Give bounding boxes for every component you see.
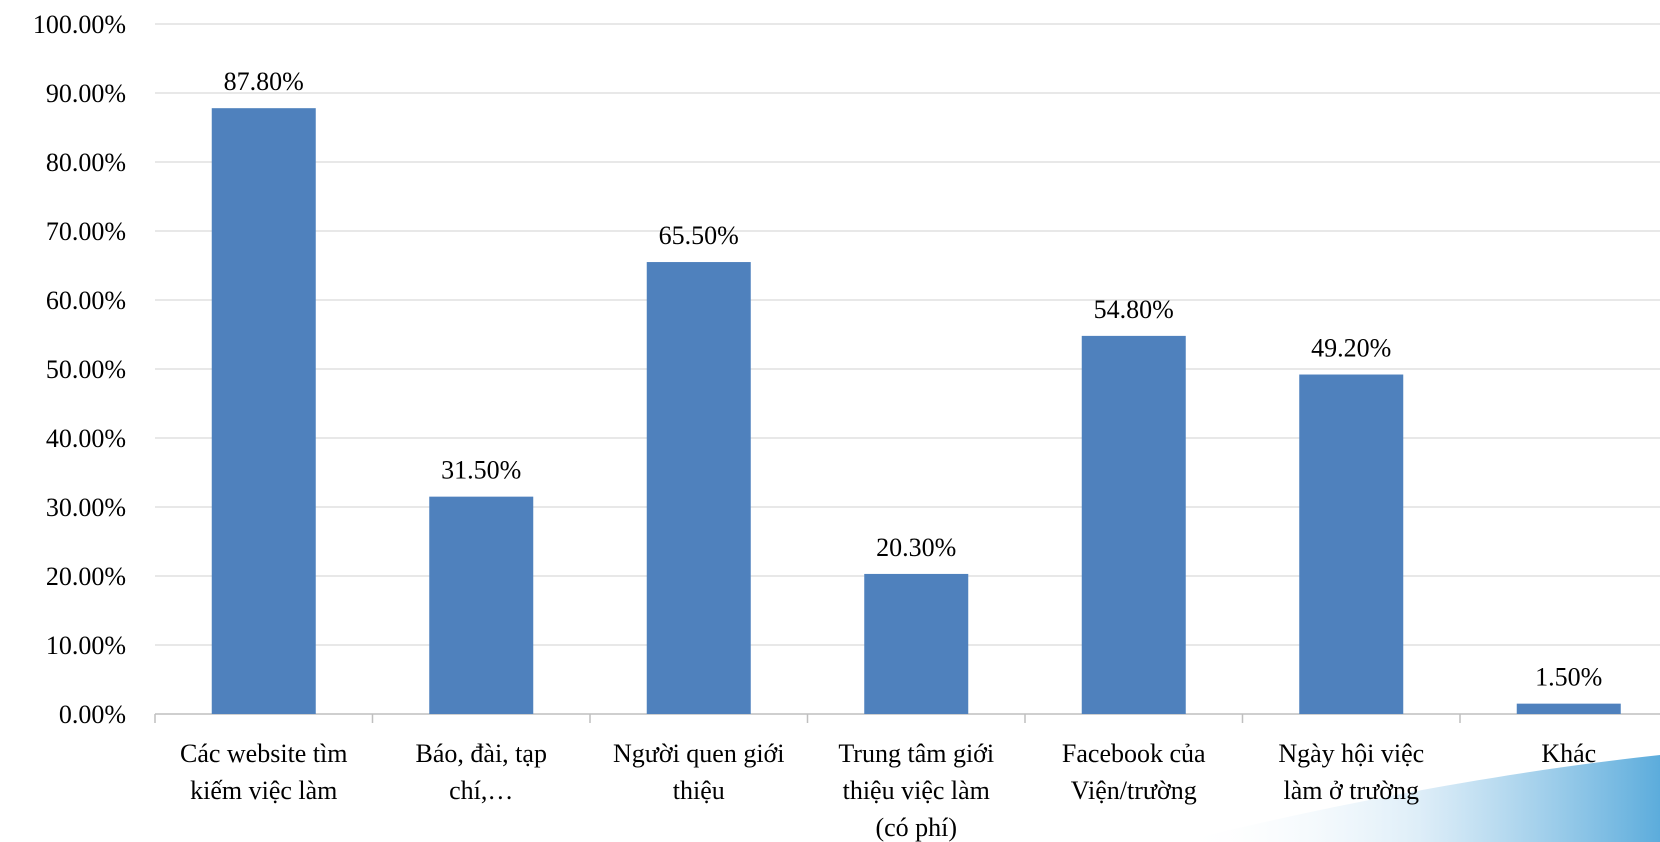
y-tick-label: 0.00% (59, 700, 126, 729)
bar (429, 496, 534, 714)
y-tick-label: 90.00% (46, 79, 126, 108)
bar (211, 108, 316, 715)
x-category-label: Người quen giới thiệu (613, 739, 785, 805)
bar (1516, 703, 1621, 714)
y-tick-label: 100.00% (33, 10, 126, 39)
data-label: 65.50% (659, 221, 739, 250)
x-category-label: Trung tâm giới thiệu việc làm (có phí) (838, 739, 994, 842)
data-label: 87.80% (224, 67, 304, 96)
x-category-label: Các website tìm kiếm việc làm (180, 739, 348, 805)
y-tick-label: 10.00% (46, 631, 126, 660)
y-tick-label: 80.00% (46, 148, 126, 177)
bar (646, 262, 751, 714)
y-tick-label: 60.00% (46, 286, 126, 315)
background-swoosh (1180, 755, 1660, 842)
bar (1299, 374, 1404, 714)
data-label: 1.50% (1535, 663, 1602, 692)
y-tick-label: 30.00% (46, 493, 126, 522)
y-tick-label: 20.00% (46, 562, 126, 591)
y-tick-label: 40.00% (46, 424, 126, 453)
x-category-label: Báo, đài, tạp chí,… (416, 739, 547, 805)
x-category-label: Ngày hội việc làm ở trường (1278, 739, 1424, 805)
data-label: 31.50% (441, 456, 521, 485)
bar (1081, 335, 1186, 714)
y-tick-label: 70.00% (46, 217, 126, 246)
x-category-label: Khác (1541, 739, 1596, 768)
data-label: 54.80% (1094, 295, 1174, 324)
bar (864, 573, 969, 714)
x-category-label: Facebook của Viện/trường (1062, 739, 1206, 805)
data-label: 49.20% (1311, 334, 1391, 363)
data-label: 20.30% (876, 533, 956, 562)
y-tick-label: 50.00% (46, 355, 126, 384)
